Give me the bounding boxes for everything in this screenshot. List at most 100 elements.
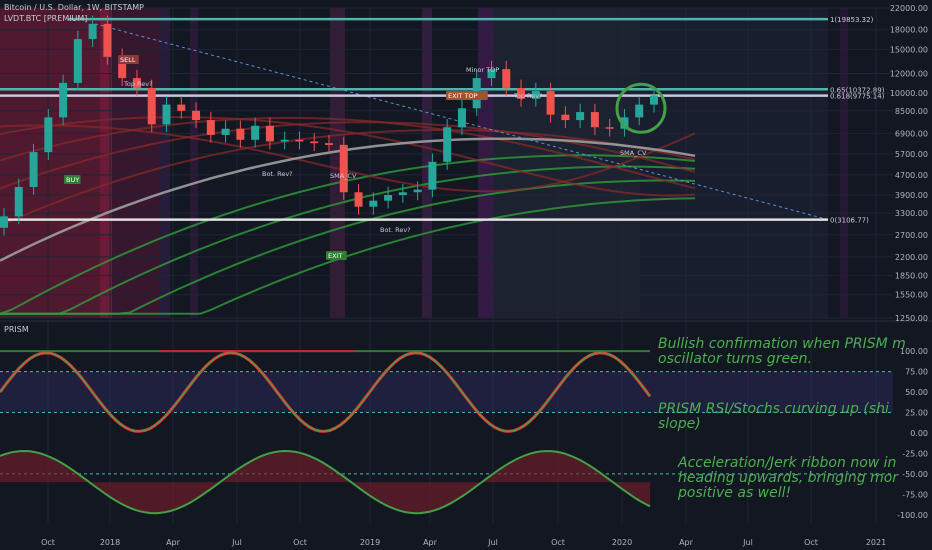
fib-level-label: 0(3106.77): [830, 217, 869, 225]
osc-tick-label: 100.00: [900, 347, 928, 356]
time-axis: Oct 2018 Apr Jul Oct 2019 Apr Jul Oct 2020 Apr Jul O…: [41, 538, 886, 547]
prism-oscillator-line-green: [0, 352, 651, 432]
price-tick-label: 5700.00: [895, 150, 928, 159]
osc-tick-label: 0.00: [910, 429, 928, 438]
candle-body: [221, 128, 230, 135]
time-tick-label: Oct: [41, 538, 55, 547]
candle-body: [88, 23, 97, 40]
sell-label: SELL: [120, 56, 136, 64]
price-tick-label: 1250.00: [895, 314, 928, 323]
osc-tick-label: -50.00: [902, 470, 928, 479]
buy-label-bg: [64, 175, 81, 184]
chart-annotation-label: Bot. Rev?: [262, 170, 293, 178]
candle-body: [103, 23, 112, 57]
zone: [840, 8, 848, 318]
candle-body: [14, 186, 23, 217]
highlight-circle: [615, 82, 667, 134]
candle-body: [73, 39, 82, 83]
time-tick-label: Jul: [742, 538, 753, 547]
grid-lines: [0, 7, 932, 523]
candle-body: [147, 87, 156, 125]
candle-body: [177, 104, 186, 111]
candle-body: [132, 78, 141, 88]
candle-body: [0, 216, 8, 228]
sell-label-bg: [118, 55, 139, 64]
candle-body: [398, 192, 407, 196]
prism-label: PRISM: [4, 325, 29, 334]
price-axis: 1250.00 1550.00 1850.00 2200.00 2700.00 3300.…: [890, 4, 928, 323]
candlesticks: [0, 15, 667, 236]
exit-top-label: EXIT TOP: [448, 92, 478, 100]
time-tick-label: 2019: [360, 538, 380, 547]
zone: [190, 8, 198, 318]
exit-label-bg: [326, 251, 347, 260]
fib-level-label: 0.618(9775.14): [830, 93, 885, 101]
candle-body: [590, 112, 599, 128]
time-tick-label: 2020: [612, 538, 632, 547]
chart-annotation-label: SMA_CV: [330, 172, 357, 180]
candle-body: [339, 144, 348, 193]
zone: [494, 8, 640, 318]
ribbon-line: [0, 128, 696, 227]
candle-body: [251, 125, 260, 140]
buy-label: BUY: [66, 176, 79, 184]
candle-body: [443, 127, 452, 162]
time-tick-label: 2018: [100, 538, 120, 547]
chart-labels: SELL BUY EXIT EXIT TOP Top Rev? Top Rev? Minor…: [64, 55, 647, 260]
chart-annotation-label: Minor TOP: [466, 66, 499, 74]
candle-body: [428, 161, 437, 190]
price-tick-label: 3900.00: [895, 191, 928, 200]
candle-body: [295, 139, 304, 142]
candle-body: [369, 200, 378, 207]
indicator-name: LVDT.BTC [PREMIUM]: [4, 14, 88, 23]
candle-body: [44, 117, 53, 153]
ribbon-line: [0, 121, 696, 190]
osc-tick-label: 50.00: [905, 388, 928, 397]
candle-body: [236, 128, 245, 140]
prism-band: [0, 371, 893, 413]
candle-body: [59, 82, 68, 118]
candle-body: [413, 189, 422, 193]
ribbon-line: [0, 116, 696, 197]
time-tick-label: Oct: [804, 538, 818, 547]
candle-body: [192, 110, 201, 121]
price-tick-label: 1550.00: [895, 291, 928, 300]
candle-body: [206, 120, 215, 135]
candle-body: [162, 104, 171, 125]
price-tick-label: 4700.00: [895, 171, 928, 180]
zone: [330, 8, 345, 318]
background-zones: [0, 8, 848, 318]
accel-ribbon-fill: [0, 451, 650, 514]
osc-tick-label: 75.00: [905, 368, 928, 377]
candle-body: [605, 127, 614, 129]
candle-body: [325, 143, 333, 145]
price-tick-label: 22000.00: [890, 4, 928, 13]
candle-body: [487, 69, 496, 79]
osc-tick-label: -75.00: [902, 490, 928, 499]
candle-body: [384, 195, 393, 201]
chart-title: Bitcoin / U.S. Dollar, 1W, BITSTAMP: [4, 3, 144, 12]
candle-body: [265, 125, 274, 142]
time-tick-label: Apr: [166, 538, 181, 547]
time-tick-label: 2021: [866, 538, 886, 547]
candle-body: [546, 91, 555, 115]
fib-level-label: 0.65(10372.89): [830, 86, 885, 94]
price-tick-label: 12000.00: [890, 70, 928, 79]
price-tick-label: 15000.00: [890, 45, 928, 54]
price-tick-label: 2700.00: [895, 231, 928, 240]
exit-label: EXIT: [328, 252, 342, 260]
zone: [640, 8, 828, 318]
chart-annotation-label: SMA_CV: [620, 149, 647, 157]
time-tick-label: Jul: [487, 538, 498, 547]
candle-body: [310, 141, 319, 144]
osc-tick-label: 25.00: [905, 409, 928, 418]
candle-body: [502, 69, 511, 88]
candle-body: [354, 192, 363, 207]
fib-level-label: 1(19853.32): [830, 16, 874, 24]
ribbon-line: [0, 117, 696, 190]
annotation-prism-rsi: PRISM RSI/Stochs curving up (shi slope): [658, 401, 889, 432]
annotation-acceleration-ribbon: Acceleration/Jerk ribbon now in heading …: [678, 455, 899, 501]
candle-body: [620, 117, 629, 129]
candle-body: [280, 139, 289, 142]
